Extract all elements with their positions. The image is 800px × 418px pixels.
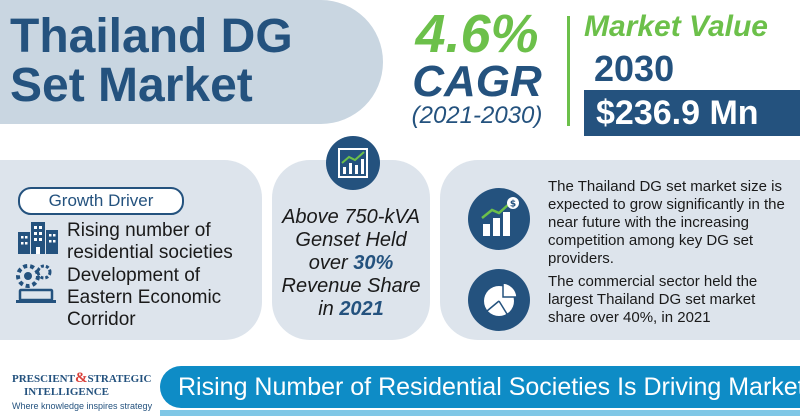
growth-driver-item-1: Rising number of residential societies (67, 220, 233, 263)
segment-text-part: Above 750-kVA Genset Held over (282, 206, 420, 274)
footer-banner-text: Rising Number of Residential Societies I… (178, 373, 800, 401)
brand-tagline: Where knowledge inspires strategy (12, 401, 153, 411)
chart-growth-icon (338, 148, 368, 178)
brand-ampersand: & (74, 370, 88, 386)
page-title: Thailand DG Set Market (10, 10, 293, 112)
buildings-icon (18, 222, 58, 254)
title-band (0, 0, 383, 124)
growth-driver-item-2: Development of Eastern Economic Corridor (67, 265, 222, 330)
brand-line-2: INTELLIGENCE (24, 386, 109, 398)
segment-icon-circle (326, 136, 380, 190)
segment-panel (272, 160, 430, 340)
market-value-amount: $236.9 Mn (584, 90, 800, 136)
svg-text:$: $ (510, 200, 516, 210)
cagr-label: CAGR (412, 57, 542, 106)
brand-line-1: PRESCIENT&STRATEGIC (12, 370, 151, 387)
growth-driver-label: Growth Driver (18, 187, 184, 215)
cagr-period: (2021-2030) (411, 102, 543, 129)
market-value-label: Market Value (584, 10, 768, 43)
segment-text: Above 750-kVA Genset Held over 30% Reven… (276, 206, 426, 321)
brand-word: STRATEGIC (87, 373, 152, 385)
vertical-divider (567, 16, 570, 126)
segment-highlight-share: 30% (353, 252, 394, 274)
bar-chart-dollar-icon: $ (481, 197, 519, 236)
brand-logo: PRESCIENT&STRATEGIC INTELLIGENCE Where k… (12, 370, 172, 414)
insight-text-1: The Thailand DG set market size is expec… (548, 178, 785, 267)
brand-word: PRESCIENT (12, 373, 75, 385)
segment-text-part: Revenue Share in (281, 275, 421, 320)
footer-banner (160, 366, 800, 408)
cagr-block: 4.6% CAGR (2021-2030) (392, 6, 562, 136)
segment-highlight-year: 2021 (339, 298, 384, 320)
cagr-value: 4.6% (415, 4, 539, 64)
pie-chart-icon (484, 282, 518, 316)
insight-text-2: The commercial sector held the largest T… (548, 273, 758, 326)
gears-laptop-icon (16, 264, 56, 303)
footer-banner-stripe (160, 410, 800, 416)
market-value-year: 2030 (594, 48, 675, 89)
